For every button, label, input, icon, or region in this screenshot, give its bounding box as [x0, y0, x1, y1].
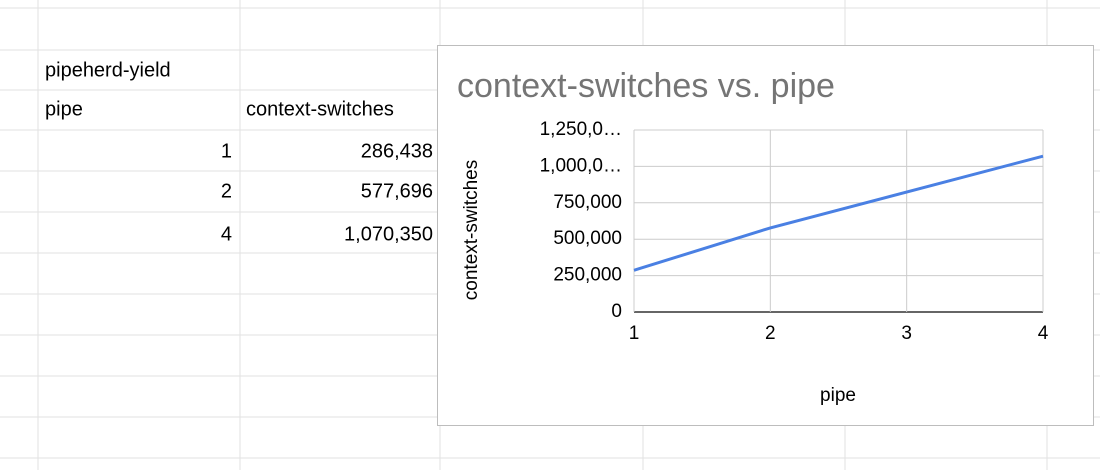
column-header: pipe — [45, 98, 83, 120]
y-tick-label: 250,000 — [553, 265, 622, 286]
x-tick-label: 3 — [901, 323, 912, 344]
sheet-title: pipeherd-yield — [45, 59, 171, 81]
chart-frame — [437, 45, 1094, 426]
y-tick-label: 0 — [611, 301, 622, 322]
y-tick-label: 1,000,0… — [540, 155, 622, 176]
y-tick-label: 500,000 — [553, 228, 622, 249]
cell: 1 — [221, 140, 232, 162]
data-line — [633, 154, 1044, 272]
embedded-chart[interactable]: context-switches vs. pipe pipe context-s… — [437, 45, 1094, 426]
y-tick-label: 750,000 — [553, 192, 622, 213]
column-header: context-switches — [246, 98, 394, 120]
y-axis-label: context-switches — [461, 160, 482, 300]
y-tick-label: 1,250,0… — [540, 119, 622, 140]
chart-title: context-switches vs. pipe — [457, 67, 835, 105]
x-tick-label: 4 — [1038, 323, 1049, 344]
cell: 286,438 — [361, 140, 433, 162]
cell: 1,070,350 — [344, 223, 433, 245]
x-tick-label: 2 — [765, 323, 776, 344]
x-tick-label: 1 — [629, 323, 640, 344]
cell: 4 — [221, 223, 232, 245]
cell: 2 — [221, 180, 232, 202]
x-axis-label: pipe — [820, 385, 856, 406]
cell: 577,696 — [361, 180, 433, 202]
